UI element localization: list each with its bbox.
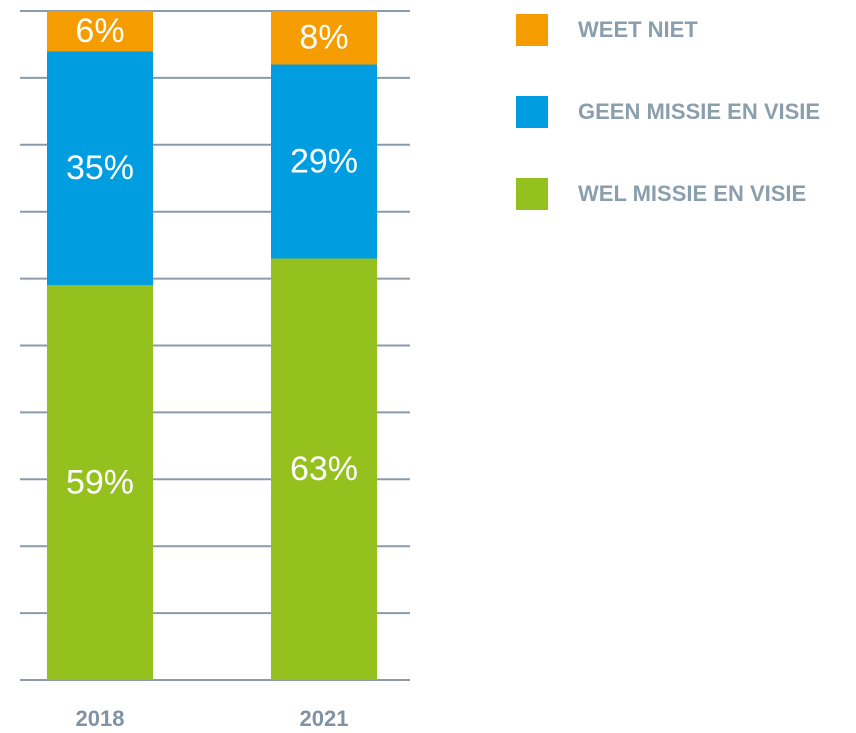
bar-segment — [271, 11, 377, 65]
x-tick-label: 2021 — [300, 706, 349, 731]
legend-label: WEL MISSIE EN VISIE — [578, 181, 806, 206]
value-label: 63% — [290, 450, 358, 488]
value-label: 6% — [75, 12, 124, 50]
legend-swatch — [516, 96, 548, 128]
value-label: 35% — [66, 149, 134, 187]
bar-segment — [47, 285, 153, 680]
bar-segment — [271, 64, 377, 259]
legend-swatch — [516, 178, 548, 210]
value-label: 59% — [66, 464, 134, 502]
legend-label: GEEN MISSIE EN VISIE — [578, 99, 820, 124]
bar-segment — [47, 51, 153, 286]
x-tick-label: 2018 — [76, 706, 125, 731]
value-label: 29% — [290, 143, 358, 181]
legend-swatch — [516, 14, 548, 46]
bar-segment — [47, 11, 153, 52]
bar-segment — [271, 258, 377, 680]
value-label: 8% — [299, 19, 348, 57]
legend-label: WEET NIET — [578, 17, 698, 42]
